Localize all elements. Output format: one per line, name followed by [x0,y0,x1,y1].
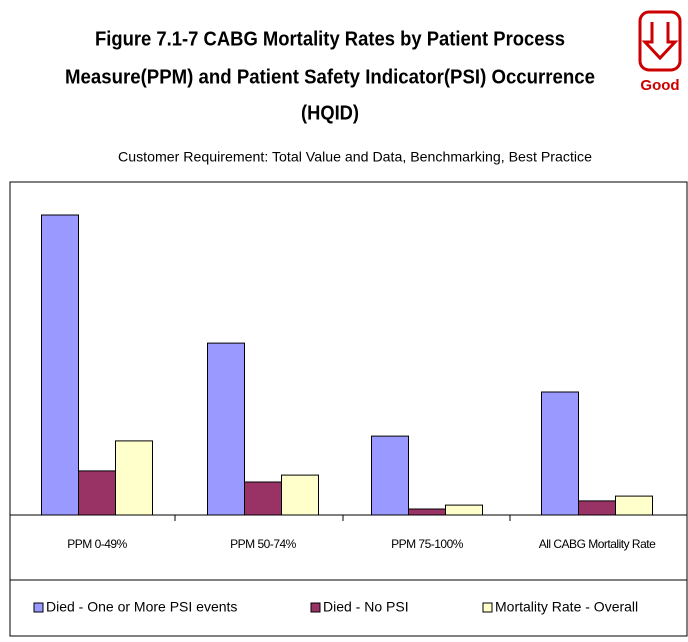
legend-label: Died - One or More PSI events [46,599,237,615]
x-tick-label: PPM 75-100% [391,537,464,551]
bar [445,504,483,516]
badge-arrow [641,22,679,61]
chart-subtitle: Customer Requirement: Total Value and Da… [118,149,592,165]
bar [207,342,245,516]
bar [541,391,579,516]
legend-label: Mortality Rate - Overall [495,599,638,615]
bar [578,500,616,516]
bar [615,495,653,516]
bar [115,440,153,516]
chart-title: Measure(PPM) and Patient Safety Indicato… [65,66,595,88]
bar [78,470,116,516]
chart-title: Figure 7.1-7 CABG Mortality Rates by Pat… [95,28,565,50]
bar [408,508,446,516]
good-badge: Good [638,10,682,94]
legend-swatch [33,602,44,613]
bar [371,435,409,516]
bar [41,214,79,516]
legend-swatch [310,602,321,613]
x-tick-label: PPM 0-49% [67,537,127,551]
legend-frame [9,579,688,637]
bar [281,474,319,516]
x-tick-label: All CABG Mortality Rate [539,537,656,551]
bar [244,481,282,516]
x-tick-label: PPM 50-74% [230,537,297,551]
chart-title: (HQID) [301,102,359,124]
badge-label: Good [640,77,679,94]
badge-frame [638,10,682,72]
legend-label: Died - No PSI [323,599,409,615]
legend-swatch [482,602,493,613]
